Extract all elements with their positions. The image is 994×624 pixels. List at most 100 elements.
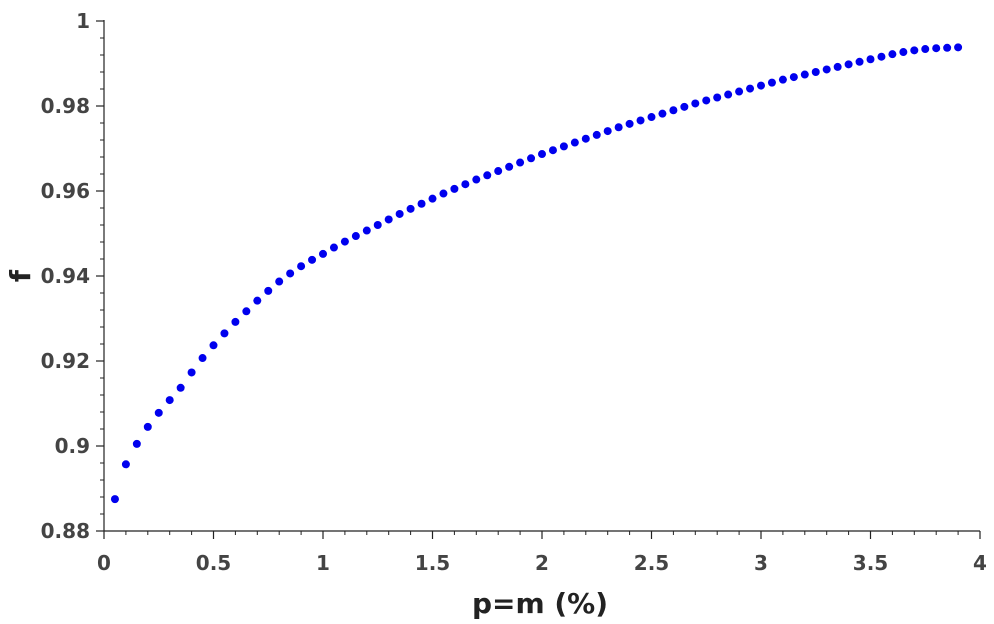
data-point	[362, 226, 371, 235]
data-point	[888, 50, 897, 59]
data-point	[176, 383, 185, 392]
data-point	[406, 204, 415, 213]
data-point	[921, 45, 930, 54]
data-point	[943, 43, 952, 52]
y-tick-label: 0.98	[41, 94, 90, 118]
data-point	[297, 262, 306, 271]
x-tick-label: 4	[973, 551, 987, 575]
data-point	[121, 460, 130, 469]
data-point	[954, 43, 963, 52]
x-tick-label: 1.5	[415, 551, 450, 575]
y-axis-title: f	[4, 269, 37, 282]
data-point	[669, 106, 678, 115]
data-point	[658, 109, 667, 118]
data-point	[833, 62, 842, 71]
data-point	[800, 70, 809, 79]
data-point	[691, 99, 700, 108]
data-point	[778, 75, 787, 84]
data-point	[143, 422, 152, 431]
data-point	[132, 439, 141, 448]
y-tick-label: 0.96	[41, 179, 90, 203]
data-point	[220, 329, 229, 338]
data-point	[636, 116, 645, 125]
data-point	[811, 68, 820, 76]
data-point	[910, 46, 919, 55]
data-point	[932, 44, 941, 53]
data-point	[757, 81, 765, 90]
data-point	[516, 158, 525, 167]
data-point	[548, 146, 557, 155]
data-point	[702, 96, 711, 105]
data-point	[647, 113, 656, 122]
data-point	[570, 138, 579, 147]
data-point	[242, 307, 251, 316]
y-tick-label: 0.88	[41, 519, 90, 543]
data-point	[625, 119, 634, 128]
data-point	[209, 341, 218, 350]
data-point	[592, 130, 601, 139]
data-point	[329, 243, 338, 252]
data-point	[395, 209, 404, 218]
x-axis-title: p=m (%)	[472, 587, 608, 620]
data-point	[899, 48, 908, 57]
y-tick-label: 1	[76, 9, 90, 33]
data-point	[417, 199, 426, 208]
data-point	[231, 317, 240, 326]
data-points	[110, 43, 963, 504]
data-point	[789, 73, 798, 82]
x-tick-label: 3.5	[853, 551, 888, 575]
data-point	[713, 93, 722, 102]
x-tick-label: 3	[754, 551, 768, 575]
data-point	[264, 286, 273, 295]
data-point	[286, 269, 295, 278]
data-point	[614, 123, 623, 132]
data-point	[253, 296, 262, 305]
x-axis: 0 0.5 1 1.5 2 2.5 3 3.5 4	[97, 530, 987, 575]
data-point	[450, 184, 459, 193]
data-point	[581, 134, 590, 143]
data-point	[724, 90, 733, 99]
x-tick-label: 2	[535, 551, 549, 575]
data-point	[559, 142, 568, 151]
y-tick-label: 0.92	[41, 349, 90, 373]
data-point	[877, 52, 886, 61]
data-point	[275, 277, 284, 286]
data-point	[603, 127, 612, 136]
data-point	[461, 180, 470, 189]
x-tick-label: 2.5	[634, 551, 669, 575]
data-point	[483, 171, 492, 180]
data-point	[527, 154, 536, 163]
data-point	[165, 396, 174, 405]
y-axis: 0.88 0.9 0.92 0.94 0.96 0.98 1	[41, 9, 105, 543]
data-point	[735, 87, 744, 96]
data-point	[505, 162, 514, 171]
data-point	[680, 102, 689, 111]
y-tick-label: 0.9	[55, 434, 90, 458]
data-point	[340, 237, 349, 246]
data-point	[767, 78, 776, 87]
data-point	[187, 368, 196, 377]
data-point	[428, 194, 437, 203]
data-point	[308, 255, 317, 264]
data-point	[472, 175, 481, 184]
data-point	[319, 249, 327, 258]
data-point	[746, 84, 755, 93]
x-tick-label: 0.5	[196, 551, 231, 575]
data-point	[384, 215, 393, 224]
data-point	[538, 150, 546, 159]
data-point	[494, 167, 503, 176]
data-point	[154, 408, 163, 417]
data-point	[822, 65, 831, 74]
x-tick-label: 0	[97, 551, 111, 575]
data-point	[373, 221, 382, 229]
data-point	[844, 60, 853, 69]
data-point	[351, 232, 360, 241]
data-point	[866, 55, 875, 64]
data-point	[439, 189, 448, 198]
x-tick-label: 1	[316, 551, 330, 575]
y-tick-label: 0.94	[41, 264, 90, 288]
data-point	[110, 495, 119, 504]
data-point	[198, 354, 207, 363]
data-point	[855, 57, 864, 66]
